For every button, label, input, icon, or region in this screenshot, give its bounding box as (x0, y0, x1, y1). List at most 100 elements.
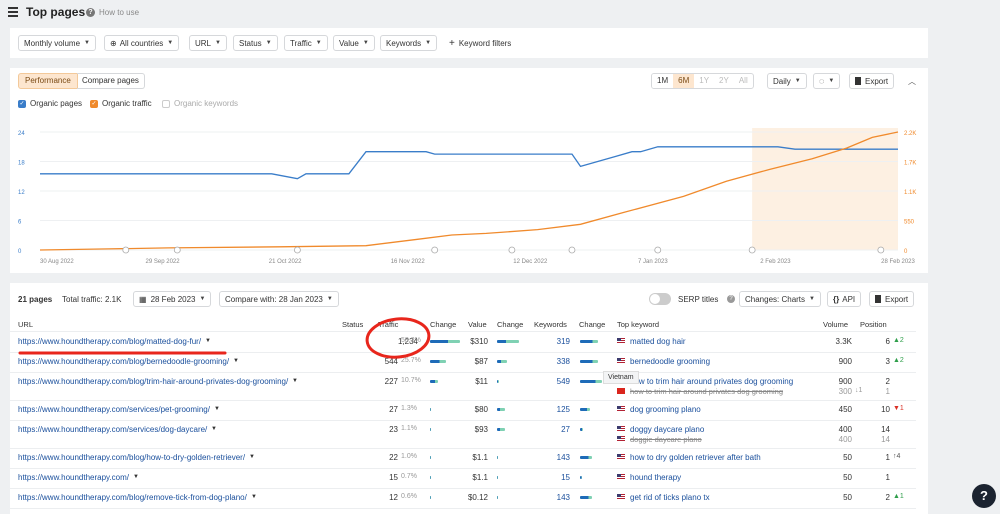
traffic-value: 22 (389, 453, 398, 462)
filter-countries[interactable]: ⊕ All countries ▼ (104, 35, 180, 51)
help-icon[interactable]: ? (86, 8, 95, 17)
top-keyword-link[interactable]: how to dry golden retriever after bath (630, 453, 761, 462)
page-url-link[interactable]: https://www.houndtherapy.com/blog/how-to… (18, 453, 246, 462)
top-keyword-link[interactable]: matted dog hair (630, 337, 686, 346)
api-button[interactable]: {} API (827, 291, 862, 307)
url-dropdown-icon[interactable]: ▼ (211, 426, 217, 432)
col-position[interactable]: Position (860, 320, 887, 329)
annotation-marker (654, 246, 662, 254)
url-dropdown-icon[interactable]: ▼ (251, 494, 257, 500)
keywords-count-link[interactable]: 15 (561, 473, 570, 482)
filter-keywords[interactable]: Keywords ▼ (380, 35, 438, 51)
col-value[interactable]: Value (468, 320, 487, 329)
col-url[interactable]: URL (18, 320, 34, 329)
us-flag-icon (617, 474, 625, 480)
page-url-link[interactable]: https://www.houndtherapy.com/blog/berned… (18, 357, 230, 366)
url-dropdown-icon[interactable]: ▼ (133, 474, 139, 480)
keywords-count-link[interactable]: 319 (556, 337, 570, 346)
export-icon (875, 295, 881, 303)
chart-export-button[interactable]: Export (849, 73, 895, 89)
value-change-bar (497, 476, 498, 479)
us-flag-icon (617, 426, 625, 432)
range-6m[interactable]: 6M (673, 74, 695, 88)
url-dropdown-icon[interactable]: ▼ (214, 406, 220, 412)
filter-url[interactable]: URL ▼ (189, 35, 227, 51)
col-keywords-change[interactable]: Change (579, 320, 606, 329)
col-top-keyword[interactable]: Top keyword (617, 320, 660, 329)
menu-icon[interactable] (8, 7, 18, 17)
secondary-keyword: how to trim hair around privates dog gro… (630, 387, 783, 396)
page-url-link[interactable]: https://www.houndtherapy.com/services/pe… (18, 405, 210, 414)
keywords-count-link[interactable]: 125 (556, 405, 570, 414)
table-card (10, 283, 928, 514)
keywords-count-link[interactable]: 549 (556, 377, 570, 386)
annotation-marker (122, 246, 130, 254)
page-title: Top pages (26, 5, 86, 19)
tab-compare-pages[interactable]: Compare pages (77, 73, 145, 89)
tab-performance[interactable]: Performance (18, 73, 78, 89)
filter-value[interactable]: Value ▼ (333, 35, 375, 51)
us-flag-icon (617, 494, 625, 500)
page-url-link[interactable]: https://www.houndtherapy.com/blog/matted… (18, 337, 202, 346)
page-url-link[interactable]: https://www.houndtherapy.com/ (18, 473, 130, 482)
interval-select[interactable]: Daily ▼ (767, 73, 807, 89)
traffic-value: 15 (389, 473, 398, 482)
info-icon[interactable]: ? (727, 295, 735, 303)
keywords-count-link[interactable]: 338 (556, 357, 570, 366)
top-keyword-link[interactable]: doggy daycare plano (630, 425, 705, 434)
filter-traffic[interactable]: Traffic ▼ (284, 35, 328, 51)
keyword-filters-button[interactable]: + Keyword filters (449, 38, 512, 49)
traffic-value: 227 (384, 377, 398, 386)
top-keyword-link[interactable]: bernedoodle grooming (630, 357, 711, 366)
top-keyword-link[interactable]: hound therapy (630, 473, 682, 482)
x-tick-label: 30 Aug 2022 (40, 259, 74, 265)
date-picker[interactable]: ▦ 28 Feb 2023 ▼ (133, 291, 212, 307)
url-dropdown-icon[interactable]: ▼ (292, 378, 298, 384)
url-dropdown-icon[interactable]: ▼ (249, 454, 255, 460)
page-url-link[interactable]: https://www.houndtherapy.com/blog/remove… (18, 493, 247, 502)
changes-select[interactable]: Changes: Charts ▼ (739, 291, 821, 307)
url-dropdown-icon[interactable]: ▼ (233, 358, 239, 364)
position-change: ▲2 (893, 357, 904, 364)
y-left-tick-label: 6 (18, 220, 22, 226)
keywords-count-link[interactable]: 143 (556, 493, 570, 502)
col-value-change[interactable]: Change (497, 320, 524, 329)
collapse-chevron-icon[interactable]: ︿ (908, 77, 916, 86)
table-export-button[interactable]: Export (869, 291, 915, 307)
how-to-use-link[interactable]: How to use (99, 8, 140, 17)
pages-count: 21 pages (18, 295, 53, 304)
serp-titles-toggle[interactable] (649, 293, 671, 305)
col-keywords[interactable]: Keywords (534, 320, 567, 329)
page-url-link[interactable]: https://www.houndtherapy.com/blog/trim-h… (18, 377, 289, 386)
legend-organic-keywords[interactable]: Organic keywords (162, 99, 238, 108)
range-all[interactable]: All (738, 76, 748, 85)
page-url-link[interactable]: https://www.houndtherapy.com/services/do… (18, 425, 208, 434)
range-1m[interactable]: 1M (652, 74, 674, 88)
col-volume[interactable]: Volume (823, 320, 849, 329)
compare-with-select[interactable]: Compare with: 28 Jan 2023 ▼ (219, 291, 339, 307)
filter-status[interactable]: Status ▼ (233, 35, 278, 51)
col-traffic[interactable]: Traffic (378, 320, 399, 329)
legend-organic-pages[interactable]: ✓ Organic pages (18, 99, 83, 108)
secondary-volume: 300 (838, 387, 852, 396)
top-keyword-link[interactable]: get rid of ticks plano tx (630, 493, 710, 502)
url-dropdown-icon[interactable]: ▼ (205, 338, 211, 344)
y-right-tick-label: 550 (904, 220, 915, 226)
checkbox-checked-icon: ✓ (90, 99, 98, 108)
legend-organic-traffic[interactable]: ✓ Organic traffic (90, 99, 152, 108)
col-status[interactable]: Status (342, 320, 364, 329)
keywords-change-bar (580, 476, 582, 479)
annotation-button[interactable]: ◌ ▼ (813, 73, 841, 89)
range-1y[interactable]: 1Y (699, 76, 710, 85)
help-chat-button[interactable]: ? (972, 484, 996, 508)
keywords-count-link[interactable]: 143 (556, 453, 570, 462)
keywords-count-link[interactable]: 27 (561, 425, 570, 434)
col-traffic-change[interactable]: Change (430, 320, 457, 329)
filter-monthly-volume[interactable]: Monthly volume ▼ (18, 35, 96, 51)
top-keyword-link[interactable]: dog grooming plano (630, 405, 701, 414)
range-2y[interactable]: 2Y (719, 76, 729, 85)
keywords-change-bar (580, 456, 592, 459)
us-flag-icon (617, 358, 625, 364)
position-change: ↑4 (893, 453, 901, 460)
top-keyword-link[interactable]: how to trim hair around privates dog gro… (630, 377, 794, 386)
